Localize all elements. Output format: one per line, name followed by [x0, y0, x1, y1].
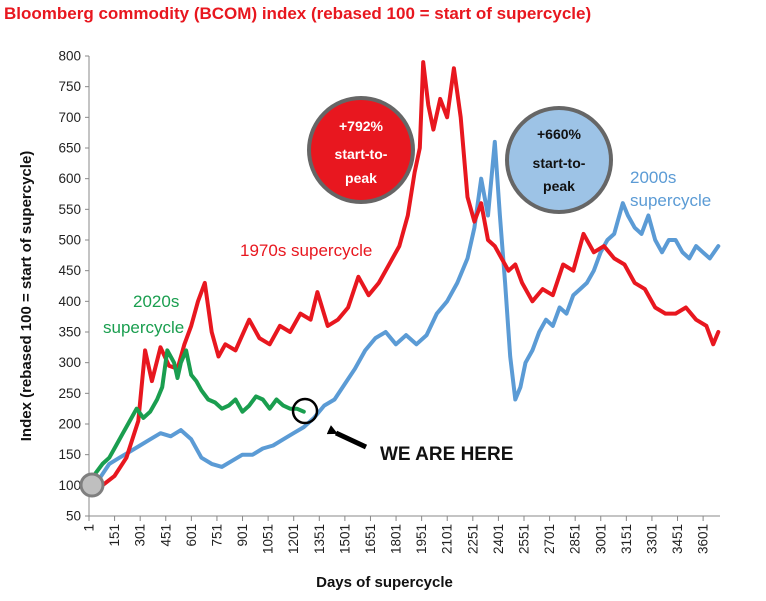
here-arrow	[326, 425, 368, 450]
x-tick-label: 2551	[516, 524, 531, 554]
x-tick-label: 2701	[542, 524, 557, 554]
y-tick-label: 200	[58, 417, 81, 432]
x-tick-label: 1201	[286, 524, 301, 554]
chart-title: Bloomberg commodity (BCOM) index (rebase…	[4, 4, 592, 23]
axes: 50 100 150 200 250 300 350 400 450 500 550 600 650 70…	[18, 49, 720, 591]
x-tick-label: 1951	[414, 524, 429, 554]
x-axis-title: Days of supercycle	[316, 574, 453, 591]
red-bubble-line3: peak	[345, 170, 377, 186]
start-marker	[79, 472, 105, 498]
red-series-label: 1970s supercycle	[240, 241, 372, 260]
green-series-label-line2: supercycle	[103, 318, 184, 337]
x-tick-label: 2251	[465, 524, 480, 554]
x-tick-label: 1651	[363, 524, 378, 554]
y-tick-label: 500	[58, 233, 81, 248]
y-tick-label: 100	[58, 478, 81, 493]
blue-bubble-line3: peak	[543, 178, 575, 194]
red-bubble-line1: +792%	[339, 118, 384, 134]
red-bubble-line2: start-to-	[335, 146, 388, 162]
y-tick-label: 50	[66, 509, 81, 524]
y-tick-label: 600	[58, 171, 81, 186]
x-tick-label: 3001	[593, 524, 608, 554]
x-tick-label: 901	[235, 524, 250, 547]
green-series-label-line1: 2020s	[133, 292, 179, 311]
x-tick-label: 1051	[261, 524, 276, 554]
blue-series-label-line1: 2000s	[630, 168, 676, 187]
y-tick-label: 150	[58, 447, 81, 462]
x-tick-label: 301	[133, 524, 148, 547]
x-tick-label: 3451	[670, 524, 685, 554]
series-2020s-line	[87, 348, 306, 488]
y-tick-label: 650	[58, 141, 81, 156]
y-tick-label: 400	[58, 294, 81, 309]
x-tick-label: 2401	[491, 524, 506, 554]
x-tick-label: 3151	[619, 524, 634, 554]
blue-bubble	[505, 106, 613, 214]
series-1970s-line	[87, 60, 721, 488]
blue-bubble-line2: start-to-	[533, 155, 586, 171]
x-tick-label: 601	[184, 524, 199, 547]
y-tick-label: 550	[58, 202, 81, 217]
y-axis-title: Index (rebased 100 = start of supercycle…	[18, 151, 35, 442]
x-tick-label: 1	[82, 524, 97, 532]
y-tick-label: 750	[58, 79, 81, 94]
red-bubble	[307, 96, 415, 204]
blue-bubble-line1: +660%	[537, 126, 582, 142]
x-tick-label: 1501	[337, 524, 352, 554]
y-tick-label: 300	[58, 355, 81, 370]
y-tick-label: 450	[58, 263, 81, 278]
y-tick-label: 700	[58, 110, 81, 125]
x-tick-label: 3301	[644, 524, 659, 554]
x-tick-label: 751	[209, 524, 224, 547]
x-tick-label: 151	[107, 524, 122, 547]
x-tick-label: 2851	[568, 524, 583, 554]
x-tick-label: 3601	[696, 524, 711, 554]
y-tick-label: 250	[58, 386, 81, 401]
x-tick-label: 1801	[389, 524, 404, 554]
y-tick-label: 350	[58, 325, 81, 340]
y-tick-label: 800	[58, 49, 81, 64]
blue-series-label-line2: supercycle	[630, 191, 711, 210]
x-tick-label: 451	[158, 524, 173, 547]
series-2000s-line	[87, 139, 721, 488]
x-tick-label: 1351	[312, 524, 327, 554]
here-label: WE ARE HERE	[380, 444, 513, 465]
x-tick-label: 2101	[440, 524, 455, 554]
series-layer	[87, 60, 721, 488]
annotations: +792% start-to- peak +660% start-to- pea…	[79, 96, 711, 498]
here-marker	[291, 397, 319, 425]
